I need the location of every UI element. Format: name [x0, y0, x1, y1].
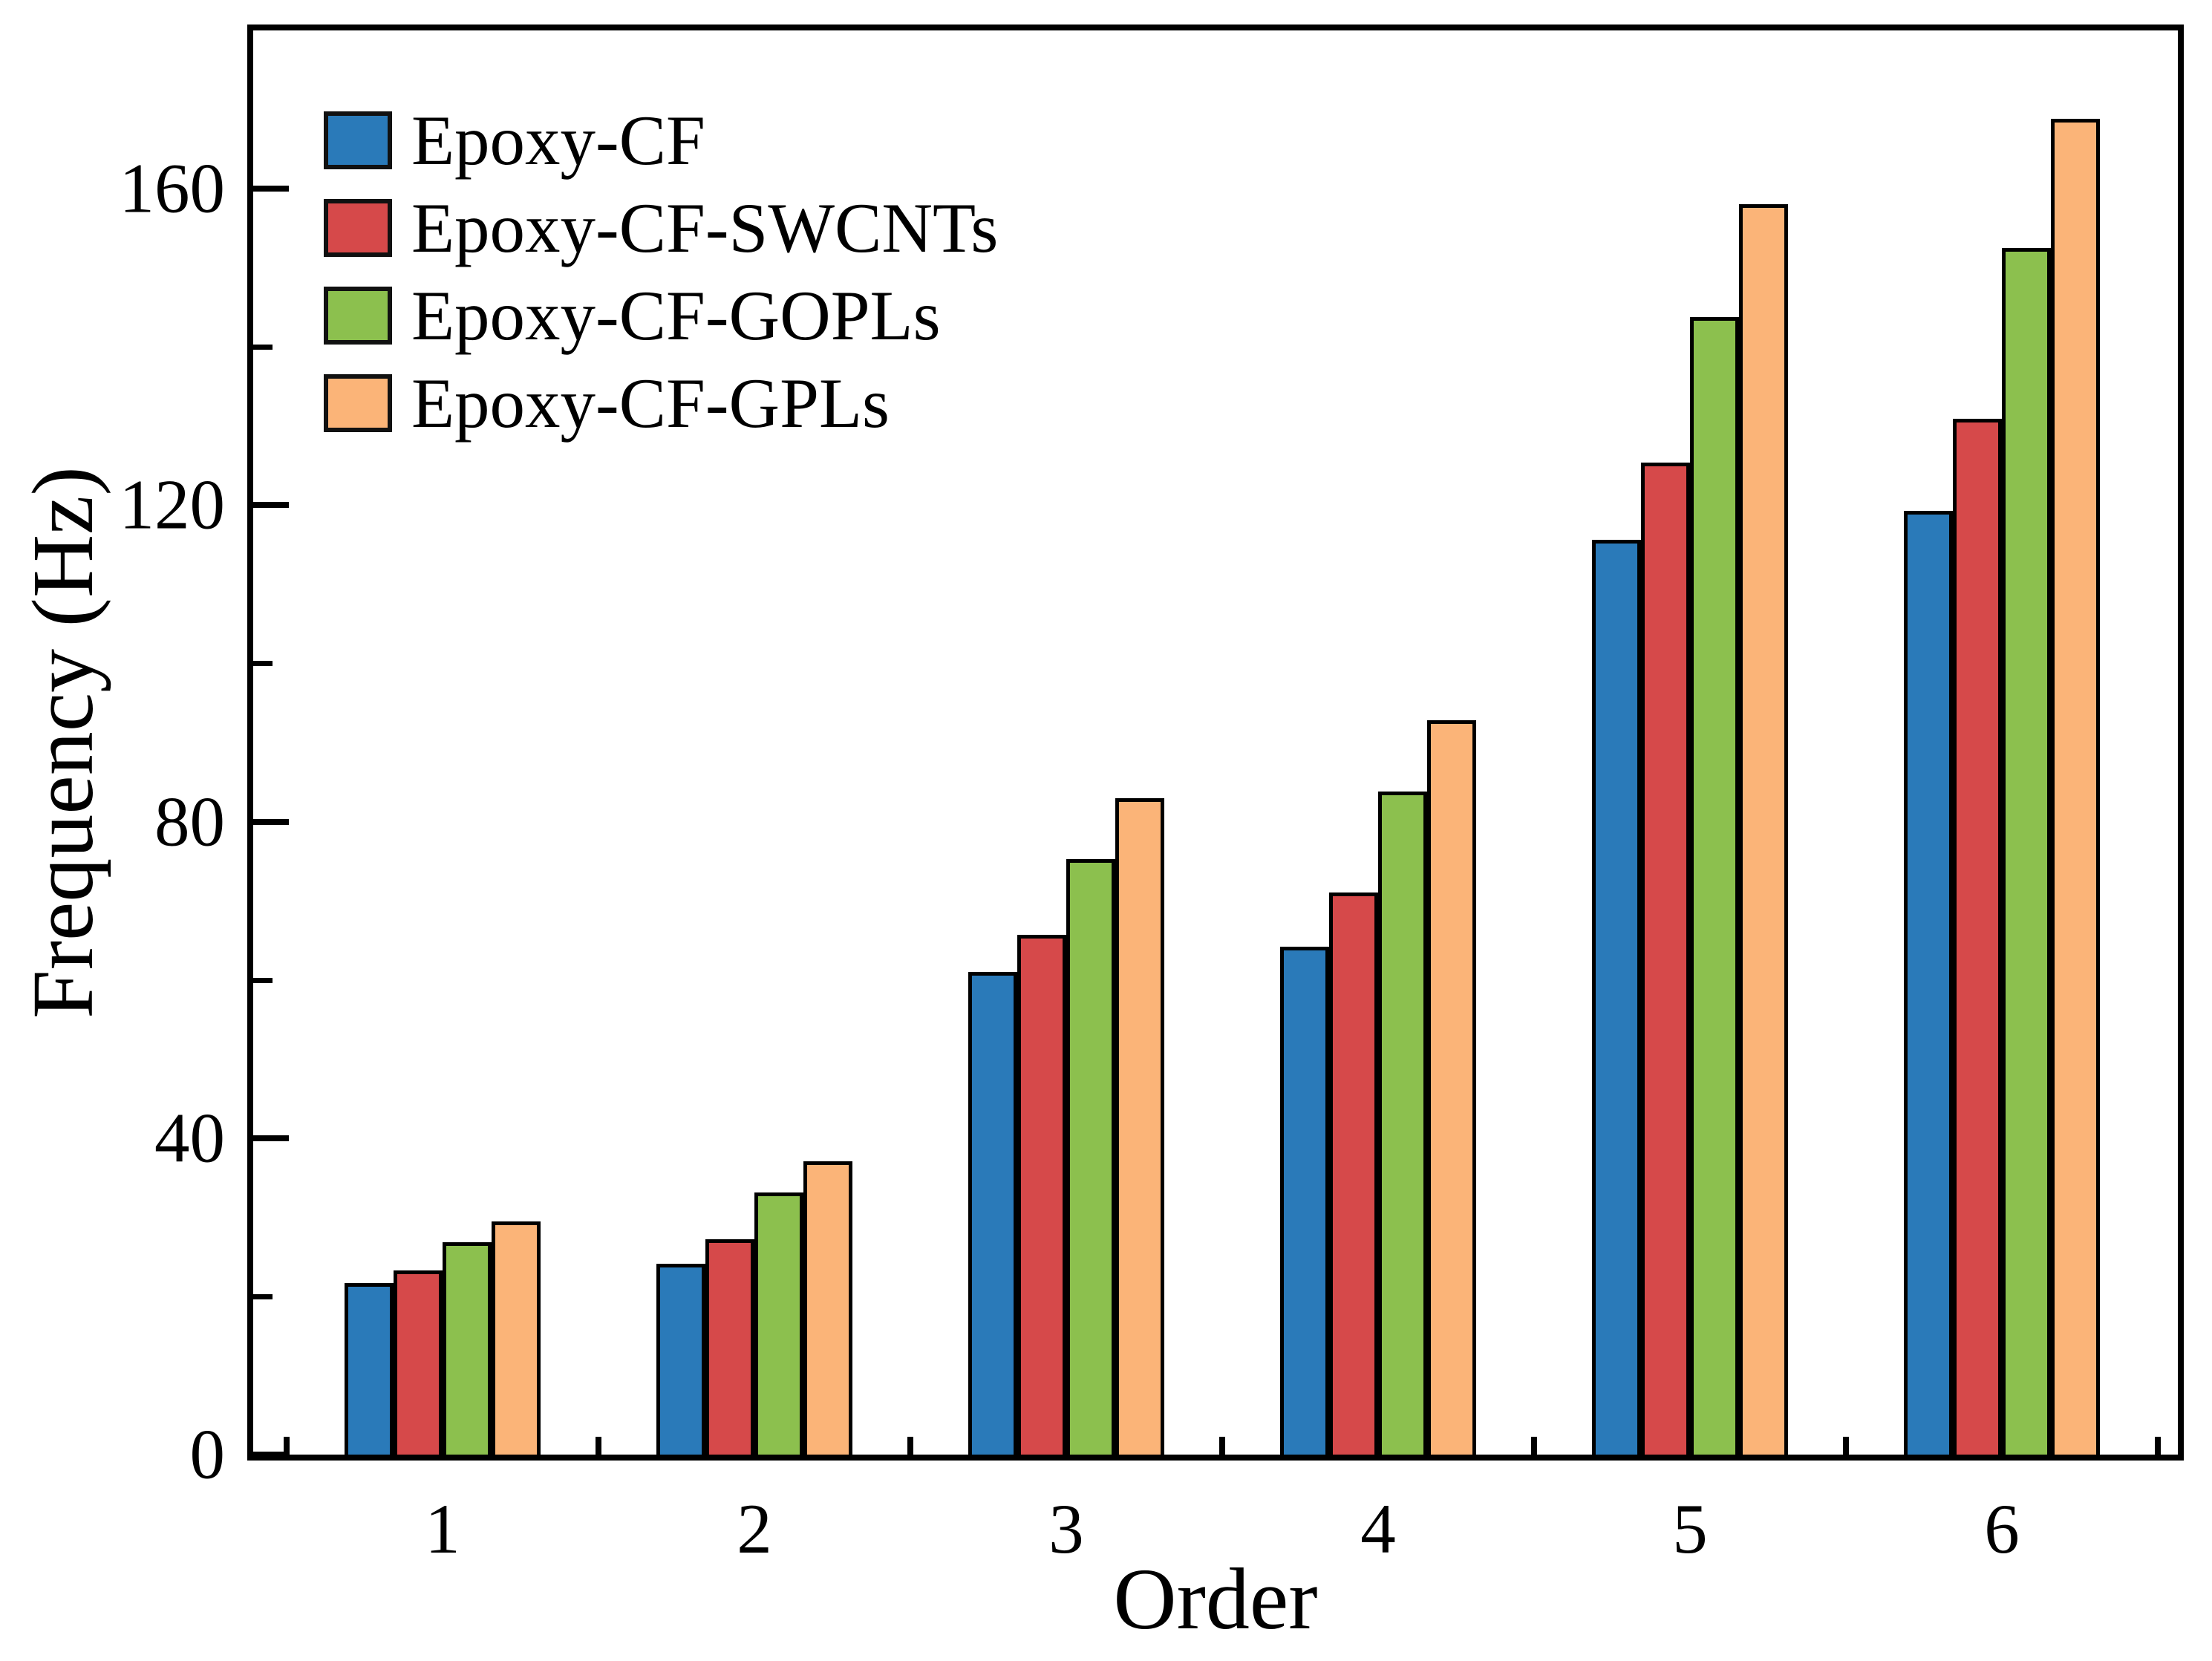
bar-epoxy-cf-gpls-order-1: [492, 1221, 541, 1455]
legend-item: Epoxy-CF-GOPLs: [324, 280, 998, 351]
x-axis-title: Order: [1113, 1550, 1318, 1648]
bar-epoxy-cf-gopls-order-6: [2002, 248, 2051, 1455]
legend-swatch: [324, 199, 392, 257]
x-boundary-tick: [907, 1437, 913, 1455]
bar-epoxy-cf-gpls-order-4: [1427, 720, 1476, 1455]
y-major-tick: [253, 1135, 289, 1141]
plot-area: Epoxy-CF Epoxy-CF-SWCNTs Epoxy-CF-GOPLs Epo…: [247, 25, 2184, 1461]
x-boundary-tick: [1843, 1437, 1849, 1455]
legend-item: Epoxy-CF-GPLs: [324, 368, 998, 439]
x-tick-label: 4: [1360, 1489, 1396, 1568]
y-minor-tick: [253, 1294, 273, 1299]
y-tick-label: 80: [154, 782, 225, 861]
legend-swatch: [324, 374, 392, 432]
y-minor-tick: [253, 661, 273, 666]
legend-label: Epoxy-CF-GOPLs: [411, 275, 941, 355]
bar-epoxy-cf-gpls-order-6: [2051, 119, 2100, 1455]
bar-epoxy-cf-gpls-order-2: [803, 1161, 852, 1455]
bar-epoxy-cf-swcnts-order-5: [1641, 463, 1690, 1455]
x-boundary-tick: [1531, 1437, 1537, 1455]
x-tick-label: 2: [737, 1489, 772, 1568]
y-tick-label: 160: [119, 149, 226, 228]
x-boundary-tick: [2155, 1437, 2161, 1455]
bar-epoxy-cf-swcnts-order-1: [394, 1270, 443, 1455]
bar-epoxy-cf-order-6: [1904, 511, 1953, 1455]
y-major-tick: [253, 502, 289, 508]
bar-epoxy-cf-order-2: [656, 1264, 705, 1455]
bar-epoxy-cf-gpls-order-5: [1739, 204, 1788, 1455]
y-axis-title: Frequency (Hz): [14, 466, 112, 1019]
legend-item: Epoxy-CF-SWCNTs: [324, 192, 998, 264]
bar-epoxy-cf-gopls-order-1: [443, 1242, 492, 1455]
legend-label: Epoxy-CF-GPLs: [411, 363, 890, 443]
bar-epoxy-cf-swcnts-order-4: [1329, 892, 1378, 1455]
bar-epoxy-cf-swcnts-order-2: [705, 1239, 754, 1455]
x-tick-label: 1: [425, 1489, 460, 1568]
bar-epoxy-cf-order-1: [345, 1283, 394, 1455]
legend-label: Epoxy-CF: [411, 100, 705, 180]
x-tick-label: 3: [1048, 1489, 1084, 1568]
y-minor-tick: [253, 978, 273, 983]
bar-epoxy-cf-order-4: [1280, 947, 1329, 1455]
bar-epoxy-cf-order-3: [968, 972, 1017, 1455]
legend-swatch: [324, 111, 392, 169]
bar-epoxy-cf-gopls-order-2: [754, 1192, 803, 1455]
x-boundary-tick: [596, 1437, 601, 1455]
legend: Epoxy-CF Epoxy-CF-SWCNTs Epoxy-CF-GOPLs Epo…: [324, 105, 998, 439]
y-axis-title-wrap: Frequency (Hz): [14, 27, 112, 1458]
y-major-tick: [253, 819, 289, 825]
bar-epoxy-cf-gpls-order-3: [1115, 798, 1164, 1455]
legend-label: Epoxy-CF-SWCNTs: [411, 188, 999, 267]
x-boundary-tick: [1219, 1437, 1225, 1455]
bar-epoxy-cf-swcnts-order-3: [1017, 935, 1066, 1455]
legend-swatch: [324, 287, 392, 345]
y-tick-label: 0: [189, 1414, 226, 1494]
y-major-tick: [253, 1452, 289, 1458]
bar-epoxy-cf-gopls-order-5: [1690, 317, 1739, 1455]
y-minor-tick: [253, 345, 273, 350]
legend-item: Epoxy-CF: [324, 105, 998, 176]
x-boundary-tick: [284, 1437, 290, 1455]
bar-epoxy-cf-gopls-order-3: [1066, 859, 1115, 1455]
bar-epoxy-cf-gopls-order-4: [1378, 792, 1427, 1455]
y-tick-label: 120: [119, 465, 226, 544]
x-tick-label: 5: [1672, 1489, 1708, 1568]
bar-epoxy-cf-order-5: [1592, 540, 1641, 1455]
y-tick-label: 40: [154, 1098, 225, 1178]
y-major-tick: [253, 186, 289, 192]
x-tick-label: 6: [1984, 1489, 2020, 1568]
bar-epoxy-cf-swcnts-order-6: [1953, 419, 2002, 1455]
